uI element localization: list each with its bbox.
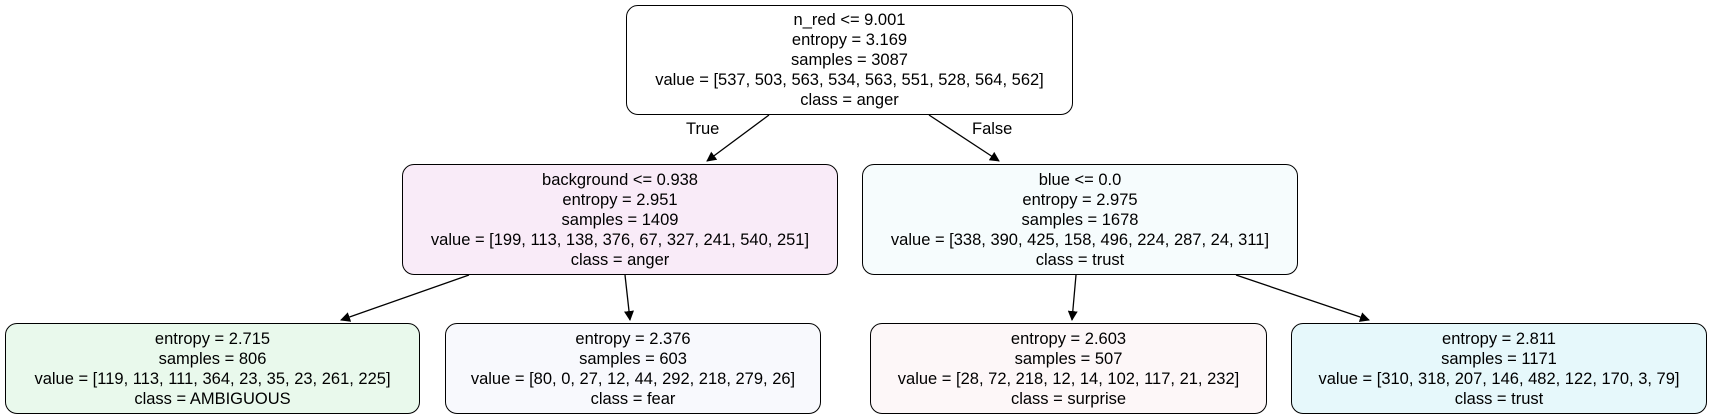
tree-leaf-4: entropy = 2.811 samples = 1171 value = [… bbox=[1291, 323, 1707, 414]
tree-node-left: background <= 0.938 entropy = 2.951 samp… bbox=[402, 164, 838, 275]
node-entropy: entropy = 2.951 bbox=[562, 190, 678, 209]
edge-n2-n6 bbox=[1235, 274, 1370, 322]
node-value: value = [310, 318, 207, 146, 482, 122, 1… bbox=[1318, 369, 1680, 388]
node-value: value = [119, 113, 111, 364, 23, 35, 23,… bbox=[34, 369, 391, 388]
node-entropy: entropy = 2.975 bbox=[1022, 190, 1138, 209]
node-value: value = [80, 0, 27, 12, 44, 292, 218, 27… bbox=[470, 369, 796, 388]
node-split-rule: blue <= 0.0 bbox=[1038, 170, 1122, 189]
node-entropy: entropy = 2.811 bbox=[1442, 329, 1556, 348]
node-value: value = [199, 113, 138, 376, 67, 327, 24… bbox=[430, 230, 810, 249]
node-samples: samples = 1171 bbox=[1441, 349, 1557, 368]
edge-n1-n4 bbox=[624, 274, 634, 321]
edge-n0-n2 bbox=[928, 114, 1000, 162]
node-entropy: entropy = 2.715 bbox=[154, 329, 271, 348]
node-samples: samples = 507 bbox=[1014, 349, 1123, 368]
tree-node-root: n_red <= 9.001 entropy = 3.169 samples =… bbox=[626, 5, 1073, 115]
node-class: class = surprise bbox=[1010, 389, 1127, 408]
node-samples: samples = 3087 bbox=[791, 51, 908, 69]
edge-label-true: True bbox=[686, 120, 720, 138]
edge-label-false: False bbox=[972, 120, 1013, 138]
tree-leaf-2: entropy = 2.376 samples = 603 value = [8… bbox=[445, 323, 821, 414]
node-value: value = [28, 72, 218, 12, 14, 102, 117, … bbox=[897, 369, 1240, 388]
node-value: value = [537, 503, 563, 534, 563, 551, 5… bbox=[655, 71, 1044, 89]
edge-n0-n1 bbox=[706, 114, 770, 162]
node-class: class = AMBIGUOUS bbox=[134, 389, 291, 408]
node-class: class = trust bbox=[1454, 389, 1544, 408]
node-entropy: entropy = 2.376 bbox=[575, 329, 691, 348]
node-entropy: entropy = 2.603 bbox=[1010, 329, 1127, 348]
node-split-rule: n_red <= 9.001 bbox=[793, 11, 906, 29]
node-class: class = anger bbox=[800, 91, 899, 109]
edge-n2-n5 bbox=[1067, 274, 1078, 321]
tree-leaf-3: entropy = 2.603 samples = 507 value = [2… bbox=[870, 323, 1267, 414]
node-split-rule: background <= 0.938 bbox=[542, 170, 698, 189]
node-samples: samples = 603 bbox=[579, 349, 687, 368]
node-class: class = trust bbox=[1035, 250, 1125, 269]
node-class: class = anger bbox=[570, 250, 670, 269]
edge-n1-n3 bbox=[340, 274, 470, 322]
node-value: value = [338, 390, 425, 158, 496, 224, 2… bbox=[890, 230, 1270, 249]
node-entropy: entropy = 3.169 bbox=[791, 31, 908, 49]
tree-leaf-1: entropy = 2.715 samples = 806 value = [1… bbox=[5, 323, 420, 414]
node-samples: samples = 806 bbox=[158, 349, 267, 368]
node-samples: samples = 1678 bbox=[1021, 210, 1139, 229]
node-class: class = fear bbox=[590, 389, 676, 408]
tree-node-right: blue <= 0.0 entropy = 2.975 samples = 16… bbox=[862, 164, 1298, 275]
node-samples: samples = 1409 bbox=[561, 210, 679, 229]
